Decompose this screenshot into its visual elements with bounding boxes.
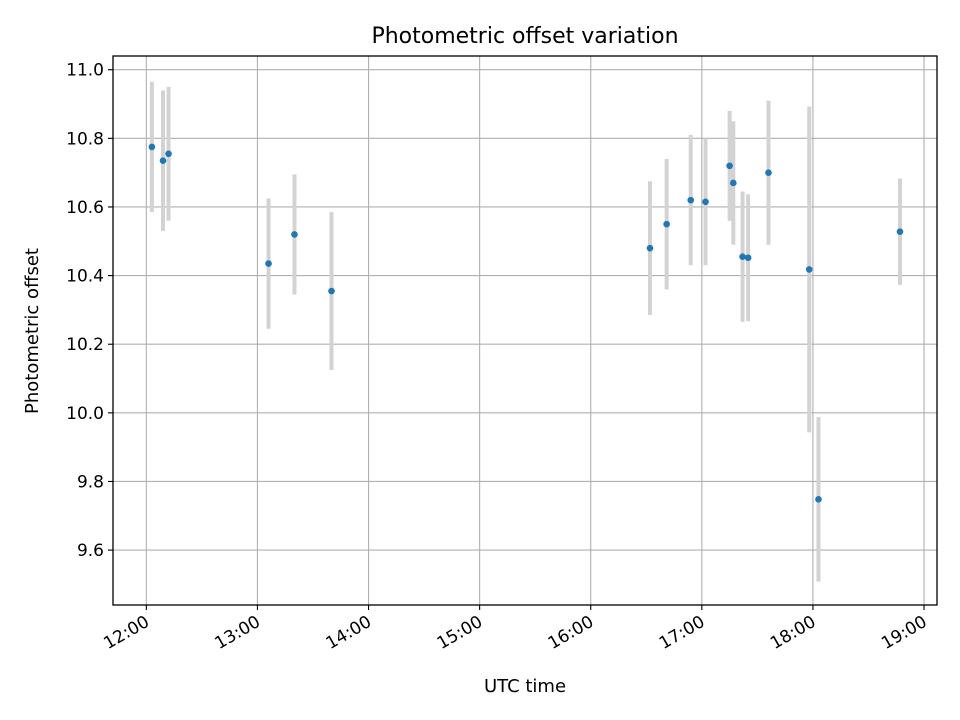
data-point [148,143,156,151]
data-points [148,143,904,503]
data-point [159,157,167,164]
data-point [726,162,733,170]
y-tick-label: 10.4 [66,267,104,287]
data-point [730,179,737,187]
data-point [663,220,670,228]
y-tick-label: 11.0 [66,61,104,81]
data-point [687,196,695,204]
plot-frame [112,55,938,606]
data-point [265,260,272,267]
grid [113,56,937,605]
data-point [702,198,709,206]
x-axis-label: UTC time [484,676,566,697]
data-point [815,496,822,503]
data-point [896,228,904,235]
y-tick-label: 9.8 [77,472,104,492]
y-tick-label: 10.8 [66,129,104,149]
y-tick-label: 9.6 [77,541,104,561]
data-point [805,266,813,273]
data-point [739,253,746,261]
data-point [165,150,172,158]
data-point [765,169,772,176]
y-tick-label: 10.6 [66,198,104,218]
y-tick-label: 10.0 [66,404,104,424]
data-point [291,231,298,238]
y-axis-label: Photometric offset [22,248,43,414]
chart-title: Photometric offset variation [371,24,678,49]
y-tick-label: 10.2 [66,335,104,355]
data-point [744,254,752,262]
data-point [328,287,335,295]
data-point [646,244,654,252]
